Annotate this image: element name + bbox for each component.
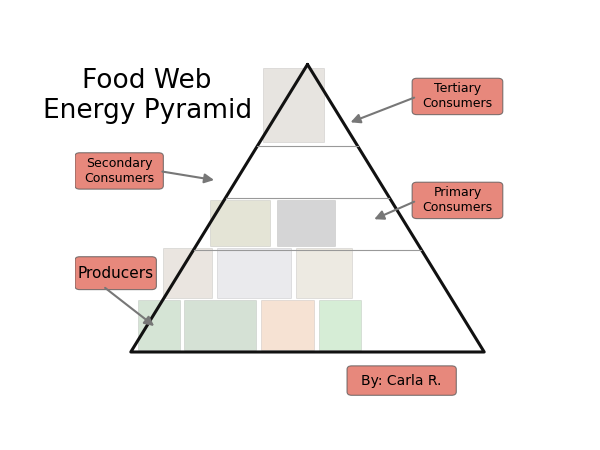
Text: Food Web
Energy Pyramid: Food Web Energy Pyramid xyxy=(43,68,251,124)
Text: Primary
Consumers: Primary Consumers xyxy=(422,186,493,214)
Bar xyxy=(210,199,271,246)
Bar xyxy=(217,248,291,298)
Bar xyxy=(184,300,256,350)
Bar xyxy=(296,248,352,298)
Text: Secondary
Consumers: Secondary Consumers xyxy=(84,157,154,185)
FancyBboxPatch shape xyxy=(347,366,456,395)
Text: Producers: Producers xyxy=(77,266,154,281)
Bar xyxy=(277,199,335,246)
Text: Tertiary
Consumers: Tertiary Consumers xyxy=(422,82,493,110)
Bar xyxy=(163,248,212,298)
FancyBboxPatch shape xyxy=(412,78,503,115)
Text: By: Carla R.: By: Carla R. xyxy=(361,374,442,387)
Bar xyxy=(261,300,314,350)
Bar xyxy=(319,300,361,350)
FancyBboxPatch shape xyxy=(412,182,503,219)
FancyBboxPatch shape xyxy=(75,153,163,189)
Bar xyxy=(263,68,324,142)
Bar xyxy=(138,300,179,350)
FancyBboxPatch shape xyxy=(75,256,157,290)
